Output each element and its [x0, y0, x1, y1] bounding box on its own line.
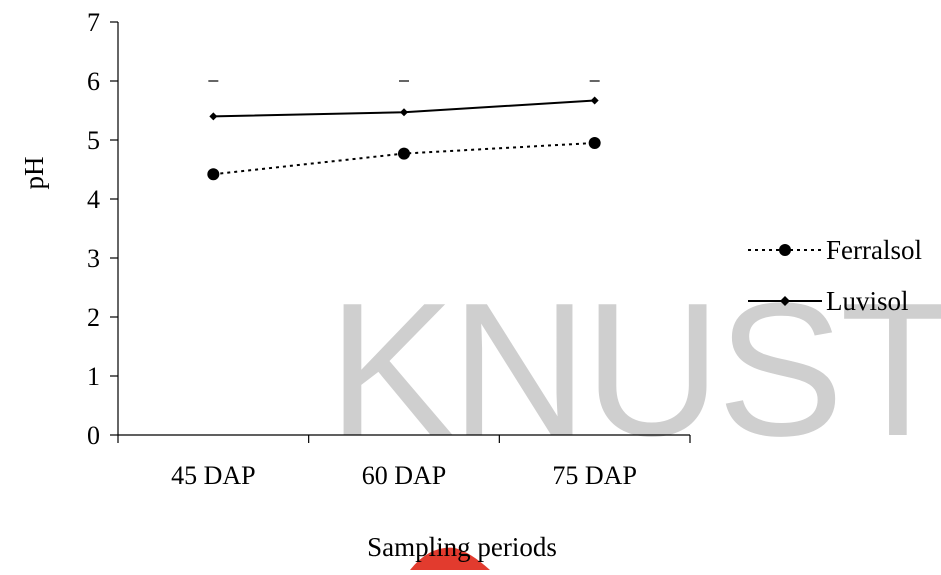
y-tick-label: 5	[87, 126, 100, 155]
legend-label-luvisol: Luvisol	[826, 286, 909, 316]
y-tick-label: 7	[87, 8, 100, 37]
y-tick-label: 6	[87, 67, 100, 96]
data-point-ferralsol	[589, 137, 601, 149]
data-point-luvisol	[400, 108, 408, 116]
x-tick-label: 60 DAP	[362, 461, 447, 490]
data-point-luvisol	[209, 112, 217, 120]
data-point-ferralsol	[398, 148, 410, 160]
legend-label-ferralsol: Ferralsol	[826, 235, 922, 265]
x-tick-label: 75 DAP	[552, 461, 637, 490]
y-tick-label: 2	[87, 303, 100, 332]
x-tick-label: 45 DAP	[171, 461, 256, 490]
x-axis-title: Sampling periods	[367, 532, 557, 562]
y-axis-title: pH	[19, 157, 49, 190]
y-tick-label: 0	[87, 421, 100, 450]
data-point-ferralsol	[207, 168, 219, 180]
data-point-luvisol	[591, 96, 599, 104]
legend-item-ferralsol: Ferralsol	[748, 235, 922, 265]
series-layer	[207, 96, 600, 180]
y-tick-label: 1	[87, 362, 100, 391]
y-tick-label: 4	[87, 185, 100, 214]
legend-marker-ferralsol	[779, 244, 791, 256]
y-tick-label: 3	[87, 244, 100, 273]
y-axis-ticks: 0 1 2 3 4 5 6 7	[87, 8, 118, 450]
